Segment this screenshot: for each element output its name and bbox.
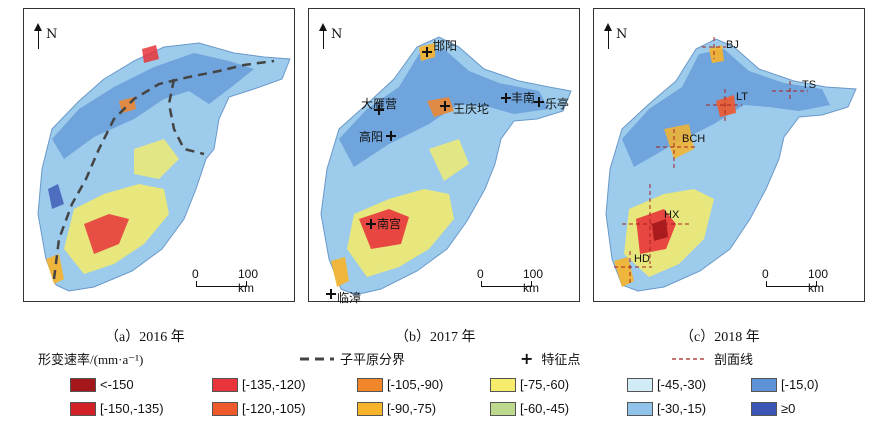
point-label: LT	[736, 91, 749, 103]
legend-class-label: [-150,-135)	[100, 401, 164, 416]
north-label: N	[46, 27, 58, 42]
north-label: N	[331, 27, 343, 42]
point-label: HX	[664, 209, 680, 221]
legend-label: 子平原分界	[340, 352, 406, 367]
legend-swatch	[490, 377, 516, 392]
legend-swatch	[490, 401, 516, 416]
legend-swatch	[627, 377, 653, 392]
legend-class: [-15,0)	[751, 377, 819, 392]
deformation-map-2018	[605, 37, 857, 292]
subregion-boundary-line	[52, 59, 275, 280]
legend-class: [-150,-135)	[70, 401, 164, 416]
point-label: TS	[802, 79, 817, 91]
point-label: 丰南	[511, 91, 536, 105]
north-label: N	[616, 27, 628, 42]
legend-class-label: [-120,-105)	[242, 401, 306, 416]
legend-swatch	[751, 401, 777, 416]
legend-class: [-120,-105)	[212, 401, 306, 416]
point-label: BJ	[726, 39, 739, 51]
legend-class: [-45,-30)	[627, 377, 706, 392]
point-label: 大雁营	[361, 97, 398, 111]
legend-class: [-90,-75)	[357, 401, 436, 416]
caption-2017: （b）2017 年	[395, 330, 476, 345]
legend-class: [-30,-15)	[627, 401, 706, 416]
legend-class: <-150	[70, 377, 134, 392]
legend-label: 剖面线	[714, 352, 754, 367]
legend-swatch	[212, 401, 238, 416]
map-panel-2018: BJ LT TS BCH HX HD N 0 100 km	[593, 8, 865, 302]
point-label: 王庆坨	[453, 102, 490, 116]
legend-swatch	[357, 377, 383, 392]
deformation-map-2017	[320, 36, 572, 299]
point-label: BCH	[682, 133, 706, 145]
scale-end: 100 km	[808, 267, 829, 295]
scale-bar: 0 100 km	[762, 267, 840, 295]
scale-end: 100 km	[238, 267, 259, 295]
point-label: 临漳	[337, 291, 362, 305]
scale-zero: 0	[477, 267, 484, 281]
subregion-boundary-line	[167, 78, 205, 156]
scale-bar: 0 100 km	[192, 267, 270, 295]
legend-class: [-75,-60)	[490, 377, 569, 392]
point-label: 南宫	[377, 217, 402, 231]
legend-title: 形变速率/(mm·a⁻¹)	[38, 352, 144, 367]
deformation-map-2016	[37, 42, 291, 292]
profile-line-symbol	[672, 357, 706, 360]
legend-swatch	[357, 401, 383, 416]
map-panel-2017: 邯阳 大雁营 王庆坨 丰南 乐亭 高阳 南宫 临漳 N 0 100 km	[308, 8, 580, 305]
legend-class-label: <-150	[100, 377, 134, 392]
point-label: 邯阳	[433, 39, 458, 53]
legend-class-label: [-45,-30)	[657, 377, 707, 392]
legend-class-label: [-15,0)	[781, 377, 819, 392]
scale-end: 100 km	[523, 267, 544, 295]
legend-swatch	[70, 401, 96, 416]
legend-swatch	[751, 377, 777, 392]
legend-class-label: [-30,-15)	[657, 401, 707, 416]
dashed-line-symbol	[300, 357, 334, 360]
scale-zero: 0	[192, 267, 199, 281]
scale-zero: 0	[762, 267, 769, 281]
legend-class-label: ≥0	[781, 401, 796, 416]
legend-class: ≥0	[751, 401, 795, 416]
plus-icon: +	[520, 349, 534, 368]
legend-class: [-105,-90)	[357, 377, 443, 392]
profile-lines	[614, 37, 808, 283]
point-label: 高阳	[359, 130, 384, 144]
legend-swatch	[212, 377, 238, 392]
legend-feature-point: + 特征点	[520, 349, 580, 368]
point-label: 乐亭	[545, 97, 570, 111]
point-label: HD	[634, 253, 650, 265]
legend-class-label: [-75,-60)	[520, 377, 570, 392]
legend-class-label: [-105,-90)	[387, 377, 444, 392]
legend-class: [-135,-120)	[212, 377, 306, 392]
legend-subregion-boundary: 子平原分界	[300, 349, 405, 368]
legend-label: 特征点	[541, 352, 581, 367]
legend-swatch	[627, 401, 653, 416]
legend-class-label: [-90,-75)	[387, 401, 437, 416]
feature-points	[326, 47, 544, 299]
legend-profile-line: 剖面线	[672, 349, 753, 368]
scale-bar: 0 100 km	[477, 267, 555, 295]
legend-class-label: [-60,-45)	[520, 401, 570, 416]
legend-class-label: [-135,-120)	[242, 377, 306, 392]
caption-2018: （c）2018 年	[680, 330, 760, 345]
legend-swatch	[70, 377, 96, 392]
caption-2016: （a）2016 年	[105, 330, 185, 345]
legend-class: [-60,-45)	[490, 401, 569, 416]
map-panel-2016: N 0 100 km	[23, 8, 295, 302]
